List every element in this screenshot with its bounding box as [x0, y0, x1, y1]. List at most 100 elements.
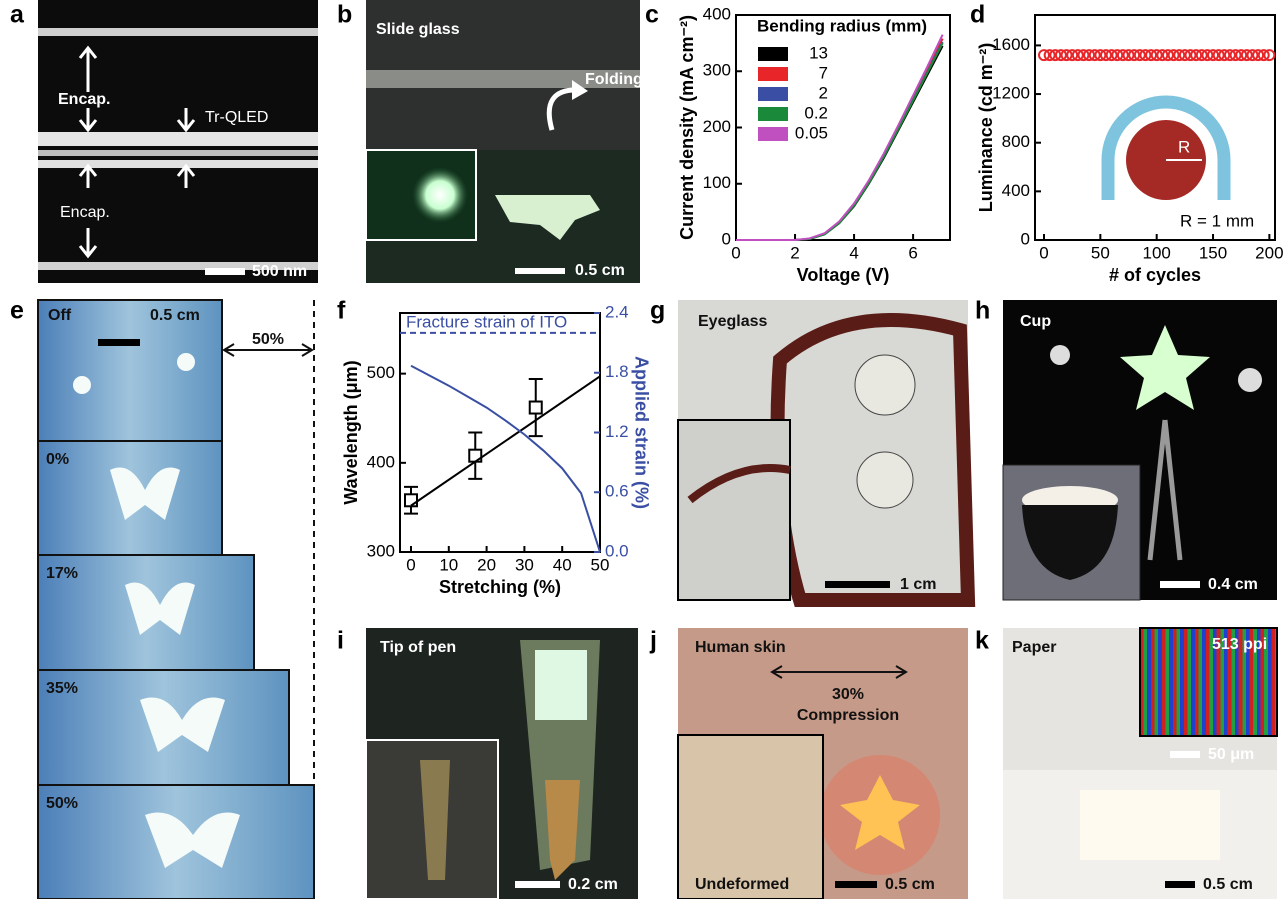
y-tick-label: 300	[367, 541, 395, 560]
y2-tick-label: 0.0	[605, 541, 629, 560]
scale-bar-label: 50 μm	[1208, 746, 1254, 763]
y-axis-label: Current density (mA cm⁻²)	[677, 15, 697, 240]
data-line	[411, 376, 600, 505]
annotation: Undeformed	[695, 876, 789, 893]
y-tick-label: 1600	[992, 35, 1030, 54]
y-tick-label: 800	[1002, 132, 1030, 151]
panel-label: e	[10, 297, 24, 325]
figure: a Encap. Tr-QLED Encap. 500 nm b Slide g…	[0, 0, 1288, 899]
photo-b	[366, 0, 640, 283]
photo-k	[1003, 628, 1277, 899]
legend-label: 0.2	[804, 103, 828, 122]
y-tick-label: 500	[367, 363, 395, 382]
y-axis-label: Luminance (cd m⁻²)	[976, 43, 996, 213]
plot-frame	[400, 313, 600, 552]
annotation: 35%	[46, 680, 78, 697]
panel-label: g	[650, 297, 665, 325]
x-tick-label: 6	[908, 243, 917, 262]
x-tick-label: 0	[406, 555, 415, 574]
annotation: Folding	[585, 71, 643, 88]
photo-a	[38, 0, 318, 283]
scale-bar-label: 0.4 cm	[1208, 576, 1258, 593]
annotation: 513 ppi	[1212, 636, 1267, 653]
panel-label: a	[10, 1, 25, 29]
panel-label: f	[337, 297, 346, 325]
photo-h	[1003, 300, 1277, 600]
y-axis-label: Wavelength (μm)	[341, 360, 361, 504]
annotation: Compression	[797, 707, 899, 724]
annotation: 30%	[832, 686, 864, 703]
x-tick-label: 10	[439, 555, 458, 574]
x-axis-label: Voltage (V)	[797, 265, 890, 285]
panel-label: d	[970, 1, 985, 29]
scale-bar-label: 0.2 cm	[568, 876, 618, 893]
panel-label: i	[337, 627, 344, 655]
legend-title: Bending radius (mm)	[757, 16, 927, 35]
y-tick-label: 0	[722, 229, 731, 248]
scale-bar-label: 0.5 cm	[575, 262, 625, 279]
panel-label: c	[645, 1, 659, 29]
scale-bar-label: 0.5 cm	[1203, 876, 1253, 893]
legend-label: 7	[819, 63, 828, 82]
x-axis-label: Stretching (%)	[439, 577, 561, 597]
y-tick-label: 1200	[992, 84, 1030, 103]
annotation: Tr-QLED	[205, 109, 268, 126]
y2-tick-label: 1.8	[605, 362, 629, 381]
y-tick-label: 300	[703, 61, 731, 80]
y2-tick-label: 0.6	[605, 482, 629, 501]
x-tick-label: 0	[731, 243, 740, 262]
annotation: Cup	[1020, 313, 1051, 330]
y-tick-label: 0	[1021, 229, 1030, 248]
x-tick-label: 20	[477, 555, 496, 574]
legend-swatch	[758, 67, 788, 81]
x-tick-label: 40	[553, 555, 572, 574]
y2-axis-label: Applied strain (%)	[631, 356, 651, 509]
photo-e	[38, 300, 314, 899]
annotation: 0%	[46, 451, 69, 468]
x-tick-label: 4	[849, 243, 858, 262]
photo-j	[678, 628, 968, 899]
annotation: Tip of pen	[380, 639, 456, 656]
scale-bar-label: 1 cm	[900, 576, 936, 593]
panel-label: k	[975, 627, 989, 655]
annotation: Off	[48, 307, 72, 324]
legend-swatch	[758, 107, 788, 121]
photo-i	[366, 628, 638, 899]
legend-label: 13	[809, 43, 828, 62]
data-point	[530, 402, 542, 414]
annotation: Human skin	[695, 639, 786, 656]
legend-swatch	[758, 47, 788, 61]
panel-label: h	[975, 297, 990, 325]
reference-label: Fracture strain of ITO	[406, 312, 567, 331]
annotation: Slide glass	[376, 21, 460, 38]
scale-bar-label: 0.5 cm	[885, 876, 935, 893]
annotation: Encap.	[60, 204, 110, 221]
annotation: Paper	[1012, 639, 1056, 656]
y-tick-label: 400	[1002, 181, 1030, 200]
annotation: 50%	[252, 331, 284, 348]
scale-bar-label: 0.5 cm	[150, 307, 200, 324]
x-axis-label: # of cycles	[1109, 265, 1201, 285]
y-tick-label: 100	[703, 173, 731, 192]
panel-label: b	[337, 1, 352, 29]
photo-g	[678, 300, 968, 600]
annotation: Encap.	[58, 91, 110, 108]
x-tick-label: 100	[1143, 243, 1171, 262]
x-tick-label: 50	[1091, 243, 1110, 262]
legend-label: 0.05	[795, 123, 828, 142]
annotation: Eyeglass	[698, 313, 767, 330]
data-line	[411, 366, 600, 552]
x-tick-label: 2	[790, 243, 799, 262]
panel-label: j	[649, 627, 657, 655]
annotation: R	[1178, 137, 1190, 156]
annotation: R = 1 mm	[1180, 211, 1254, 230]
x-tick-label: 30	[515, 555, 534, 574]
legend-label: 2	[819, 83, 828, 102]
annotation: 17%	[46, 565, 78, 582]
bending-illustration	[1108, 102, 1224, 200]
legend-swatch	[758, 87, 788, 101]
annotation: 50%	[46, 795, 78, 812]
y-tick-label: 200	[703, 117, 731, 136]
x-tick-label: 200	[1255, 243, 1283, 262]
legend-swatch	[758, 127, 788, 141]
